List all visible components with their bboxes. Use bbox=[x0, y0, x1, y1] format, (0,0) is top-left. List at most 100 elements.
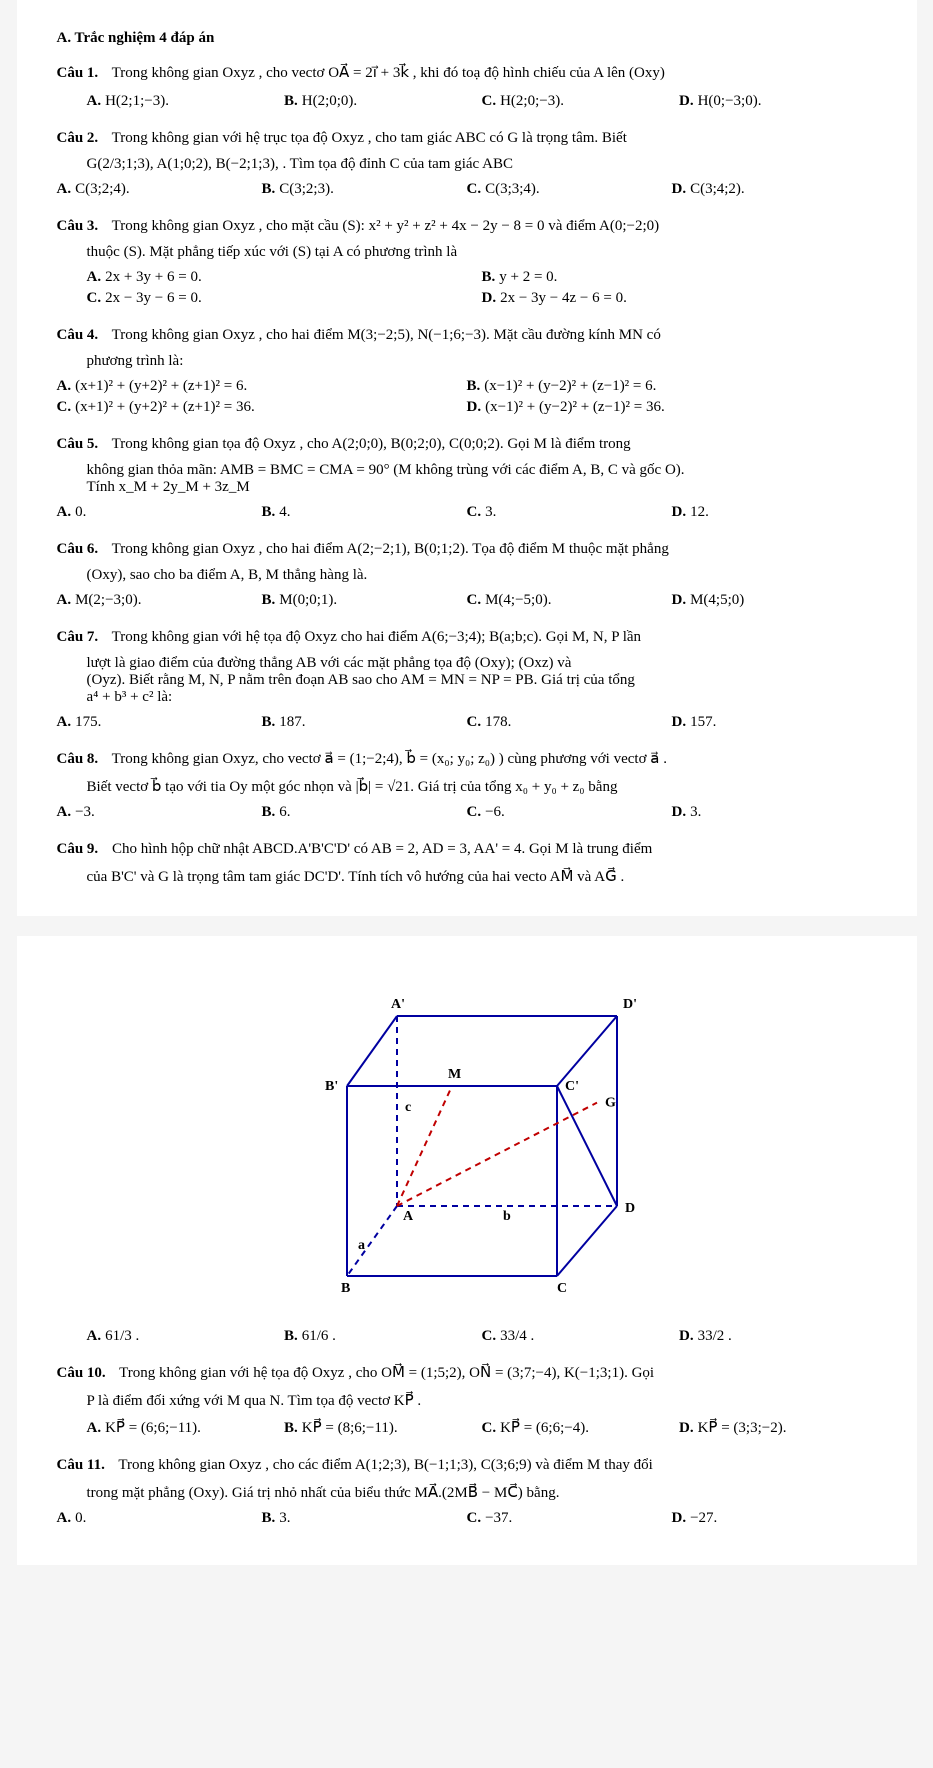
option: A.−3. bbox=[57, 802, 262, 823]
question-stem: Cho hình hộp chữ nhật ABCD.A'B'C'D' có A… bbox=[112, 841, 652, 857]
svg-text:D: D bbox=[625, 1201, 635, 1216]
svg-text:D': D' bbox=[623, 997, 637, 1012]
options-row: A.175. B.187. C.178. D.157. bbox=[57, 712, 877, 733]
option-text: C(3;4;2). bbox=[690, 181, 745, 197]
option-label: B. bbox=[262, 592, 276, 608]
option-text: 12. bbox=[690, 504, 709, 520]
option: B.3. bbox=[262, 1508, 467, 1529]
options-row: A.2x + 3y + 6 = 0. B.y + 2 = 0. C.2x − 3… bbox=[87, 267, 877, 309]
option-label: D. bbox=[679, 1328, 694, 1344]
option-text: 0. bbox=[75, 504, 86, 520]
question-label: Câu 7. bbox=[57, 629, 99, 645]
option: B.6. bbox=[262, 802, 467, 823]
option-label: C. bbox=[467, 714, 482, 730]
question-stem-cont: (Oxy), sao cho ba điểm A, B, M thẳng hàn… bbox=[87, 567, 877, 584]
option-text: 2x − 3y − 6 = 0. bbox=[105, 290, 202, 306]
option-label: D. bbox=[679, 1420, 694, 1436]
option-text: KP⃗ = (3;3;−2). bbox=[698, 1420, 787, 1436]
question-stem-cont: của B'C' và G là trọng tâm tam giác DC'D… bbox=[87, 867, 877, 886]
option-text: M(2;−3;0). bbox=[75, 592, 141, 608]
question-label: Câu 11. bbox=[57, 1457, 105, 1473]
question-label: Câu 3. bbox=[57, 218, 99, 234]
option-label: D. bbox=[672, 181, 687, 197]
question-label: Câu 6. bbox=[57, 541, 99, 557]
option: B.KP⃗ = (8;6;−11). bbox=[284, 1416, 482, 1439]
svg-text:a: a bbox=[358, 1238, 365, 1253]
option: A.0. bbox=[57, 1508, 262, 1529]
option: B.(x−1)² + (y−2)² + (z−1)² = 6. bbox=[467, 376, 877, 397]
option: A.H(2;1;−3). bbox=[87, 91, 285, 112]
option-text: −6. bbox=[485, 804, 505, 820]
option-label: B. bbox=[262, 714, 276, 730]
option-text: C(3;2;4). bbox=[75, 181, 130, 197]
option-label: D. bbox=[672, 504, 687, 520]
option-label: A. bbox=[87, 93, 102, 109]
options-row: A.(x+1)² + (y+2)² + (z+1)² = 6. B.(x−1)²… bbox=[57, 376, 877, 418]
question: Câu 11. Trong không gian Oxyz , cho các … bbox=[57, 1453, 877, 1477]
option-label: C. bbox=[57, 399, 72, 415]
options-row: A.−3. B.6. C.−6. D.3. bbox=[57, 802, 877, 823]
option: B.M(0;0;1). bbox=[262, 590, 467, 611]
q9-options: A.61/3 . B.61/6 . C.33/4 . D.33/2 . bbox=[87, 1326, 877, 1347]
option: B.61/6 . bbox=[284, 1326, 482, 1347]
option: C.178. bbox=[467, 712, 672, 733]
question-stem-cont: (Oyz). Biết rằng M, N, P nằm trên đoạn A… bbox=[87, 672, 877, 689]
option-text: 3. bbox=[279, 1510, 290, 1526]
option: B.187. bbox=[262, 712, 467, 733]
option-text: H(2;0;−3). bbox=[500, 93, 564, 109]
option-text: (x+1)² + (y+2)² + (z+1)² = 36. bbox=[75, 399, 255, 415]
option-text: 178. bbox=[485, 714, 511, 730]
question: Câu 10. Trong không gian với hệ tọa độ O… bbox=[57, 1361, 877, 1385]
option-label: C. bbox=[467, 1510, 482, 1526]
option-label: B. bbox=[262, 504, 276, 520]
option-label: C. bbox=[467, 504, 482, 520]
option-text: −27. bbox=[690, 1510, 717, 1526]
question-label: Câu 10. bbox=[57, 1365, 106, 1381]
option-text: 175. bbox=[75, 714, 101, 730]
svg-text:B': B' bbox=[325, 1079, 338, 1094]
option: C.M(4;−5;0). bbox=[467, 590, 672, 611]
option-text: 61/6 . bbox=[302, 1328, 336, 1344]
option-text: 6. bbox=[279, 804, 290, 820]
option: D.12. bbox=[672, 502, 877, 523]
question-stem-cont: không gian thỏa mãn: AMB = BMC = CMA = 9… bbox=[87, 462, 877, 479]
svg-text:A: A bbox=[403, 1209, 414, 1224]
option: C.33/4 . bbox=[482, 1326, 680, 1347]
question-stem: Trong không gian tọa độ Oxyz , cho A(2;0… bbox=[112, 436, 631, 452]
option-label: B. bbox=[284, 93, 298, 109]
question-label: Câu 4. bbox=[57, 327, 99, 343]
options-row: A.0. B.3. C.−37. D.−27. bbox=[57, 1508, 877, 1529]
option: A.0. bbox=[57, 502, 262, 523]
questions-container: Câu 1. Trong không gian Oxyz , cho vectơ… bbox=[57, 61, 877, 886]
question-stem-cont: thuộc (S). Mặt phẳng tiếp xúc với (S) tạ… bbox=[87, 244, 877, 261]
option-text: M(4;−5;0). bbox=[485, 592, 551, 608]
options-row: A.0. B.4. C.3. D.12. bbox=[57, 502, 877, 523]
options-row: A.C(3;2;4). B.C(3;2;3). C.C(3;3;4). D.C(… bbox=[57, 179, 877, 200]
option-label: D. bbox=[672, 714, 687, 730]
option-text: (x−1)² + (y−2)² + (z−1)² = 6. bbox=[484, 378, 656, 394]
option-text: KP⃗ = (6;6;−4). bbox=[500, 1420, 589, 1436]
option-text: M(4;5;0) bbox=[690, 592, 744, 608]
option-text: 2x + 3y + 6 = 0. bbox=[105, 269, 202, 285]
option-text: 0. bbox=[75, 1510, 86, 1526]
option-text: 157. bbox=[690, 714, 716, 730]
option: D.157. bbox=[672, 712, 877, 733]
option-label: A. bbox=[87, 1420, 102, 1436]
question-stem: Trong không gian Oxyz , cho mặt cầu (S):… bbox=[112, 218, 660, 234]
question: Câu 2. Trong không gian với hệ trục tọa … bbox=[57, 126, 877, 150]
question: Câu 5. Trong không gian tọa độ Oxyz , ch… bbox=[57, 432, 877, 456]
page-1: A. Trắc nghiệm 4 đáp án Câu 1. Trong khô… bbox=[17, 0, 917, 916]
option-label: C. bbox=[467, 804, 482, 820]
question: Câu 9. Cho hình hộp chữ nhật ABCD.A'B'C'… bbox=[57, 837, 877, 861]
option-label: C. bbox=[467, 592, 482, 608]
option-label: A. bbox=[57, 378, 72, 394]
option-label: D. bbox=[482, 290, 497, 306]
svg-text:b: b bbox=[503, 1209, 511, 1224]
option-label: D. bbox=[679, 93, 694, 109]
options-row: A.M(2;−3;0). B.M(0;0;1). C.M(4;−5;0). D.… bbox=[57, 590, 877, 611]
option-label: C. bbox=[87, 290, 102, 306]
option: D.KP⃗ = (3;3;−2). bbox=[679, 1416, 877, 1439]
option-label: D. bbox=[672, 592, 687, 608]
question-stem: Trong không gian Oxyz , cho vectơ OA⃗ = … bbox=[112, 65, 665, 81]
option-text: 3. bbox=[485, 504, 496, 520]
